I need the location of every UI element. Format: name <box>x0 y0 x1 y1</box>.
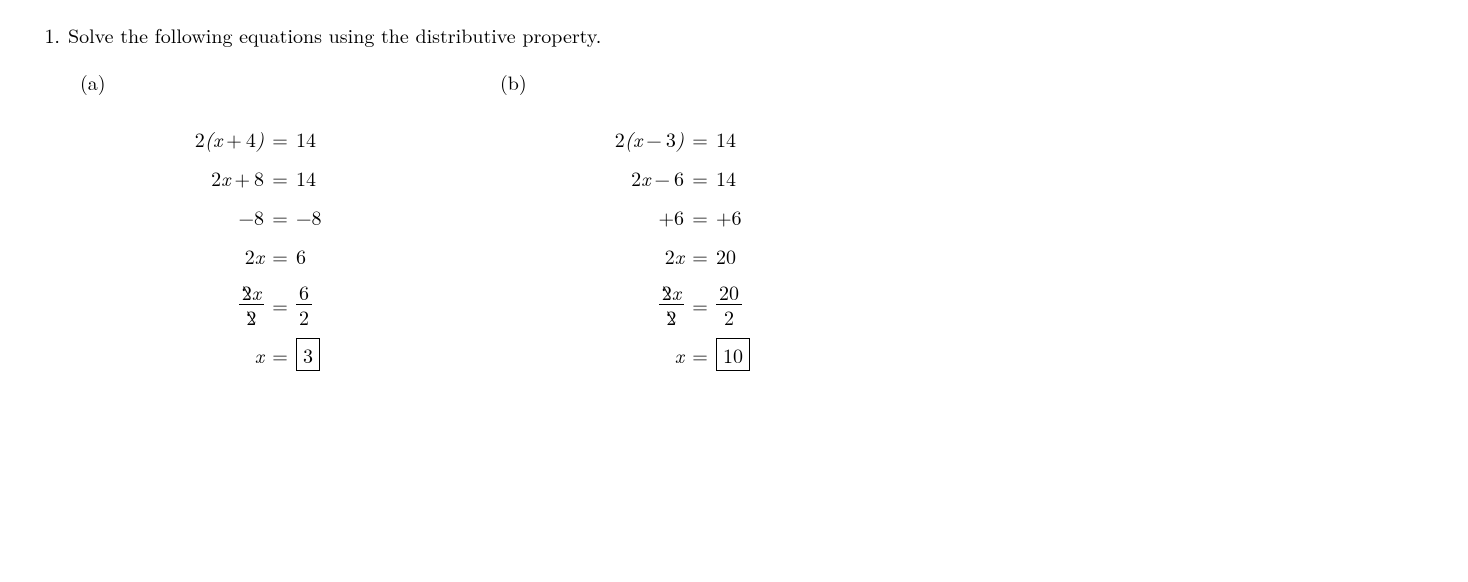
step-b-6: x = 10 <box>570 338 830 371</box>
sub-problems-row: (a) 2(x+4) = 14 2x+8 = 14 −8 = −8 2x = 6 <box>30 67 1438 371</box>
problem-text: Solve the following equations using the … <box>68 20 601 49</box>
step-b-3: +6 = +6 <box>570 202 830 231</box>
math-block-b: 2(x−3) = 14 2x−6 = 14 +6 = +6 2x = 20 <box>490 124 910 371</box>
step-a-3: −8 = −8 <box>150 202 410 231</box>
step-b-4: 2x = 20 <box>570 241 830 270</box>
sub-label-b: (b) <box>490 67 910 96</box>
sub-problem-a: (a) 2(x+4) = 14 2x+8 = 14 −8 = −8 2x = 6 <box>70 67 490 371</box>
step-b-1: 2(x−3) = 14 <box>570 124 830 153</box>
step-a-4: 2x = 6 <box>150 241 410 270</box>
step-a-5: 2x 2 = 6 2 <box>150 280 410 328</box>
step-a-2: 2x+8 = 14 <box>150 163 410 192</box>
sub-problem-b: (b) 2(x−3) = 14 2x−6 = 14 +6 = +6 2x = 2… <box>490 67 910 371</box>
step-a-6: x = 3 <box>150 338 410 371</box>
sub-label-a: (a) <box>70 67 490 96</box>
step-a-1: 2(x+4) = 14 <box>150 124 410 153</box>
step-b-2: 2x−6 = 14 <box>570 163 830 192</box>
problem-header: 1. Solve the following equations using t… <box>30 20 1438 49</box>
answer-box-a: 3 <box>296 338 320 371</box>
math-block-a: 2(x+4) = 14 2x+8 = 14 −8 = −8 2x = 6 <box>70 124 490 371</box>
problem-number: 1. <box>30 20 60 49</box>
answer-box-b: 10 <box>716 338 750 371</box>
step-b-5: 2x 2 = 20 2 <box>570 280 830 328</box>
